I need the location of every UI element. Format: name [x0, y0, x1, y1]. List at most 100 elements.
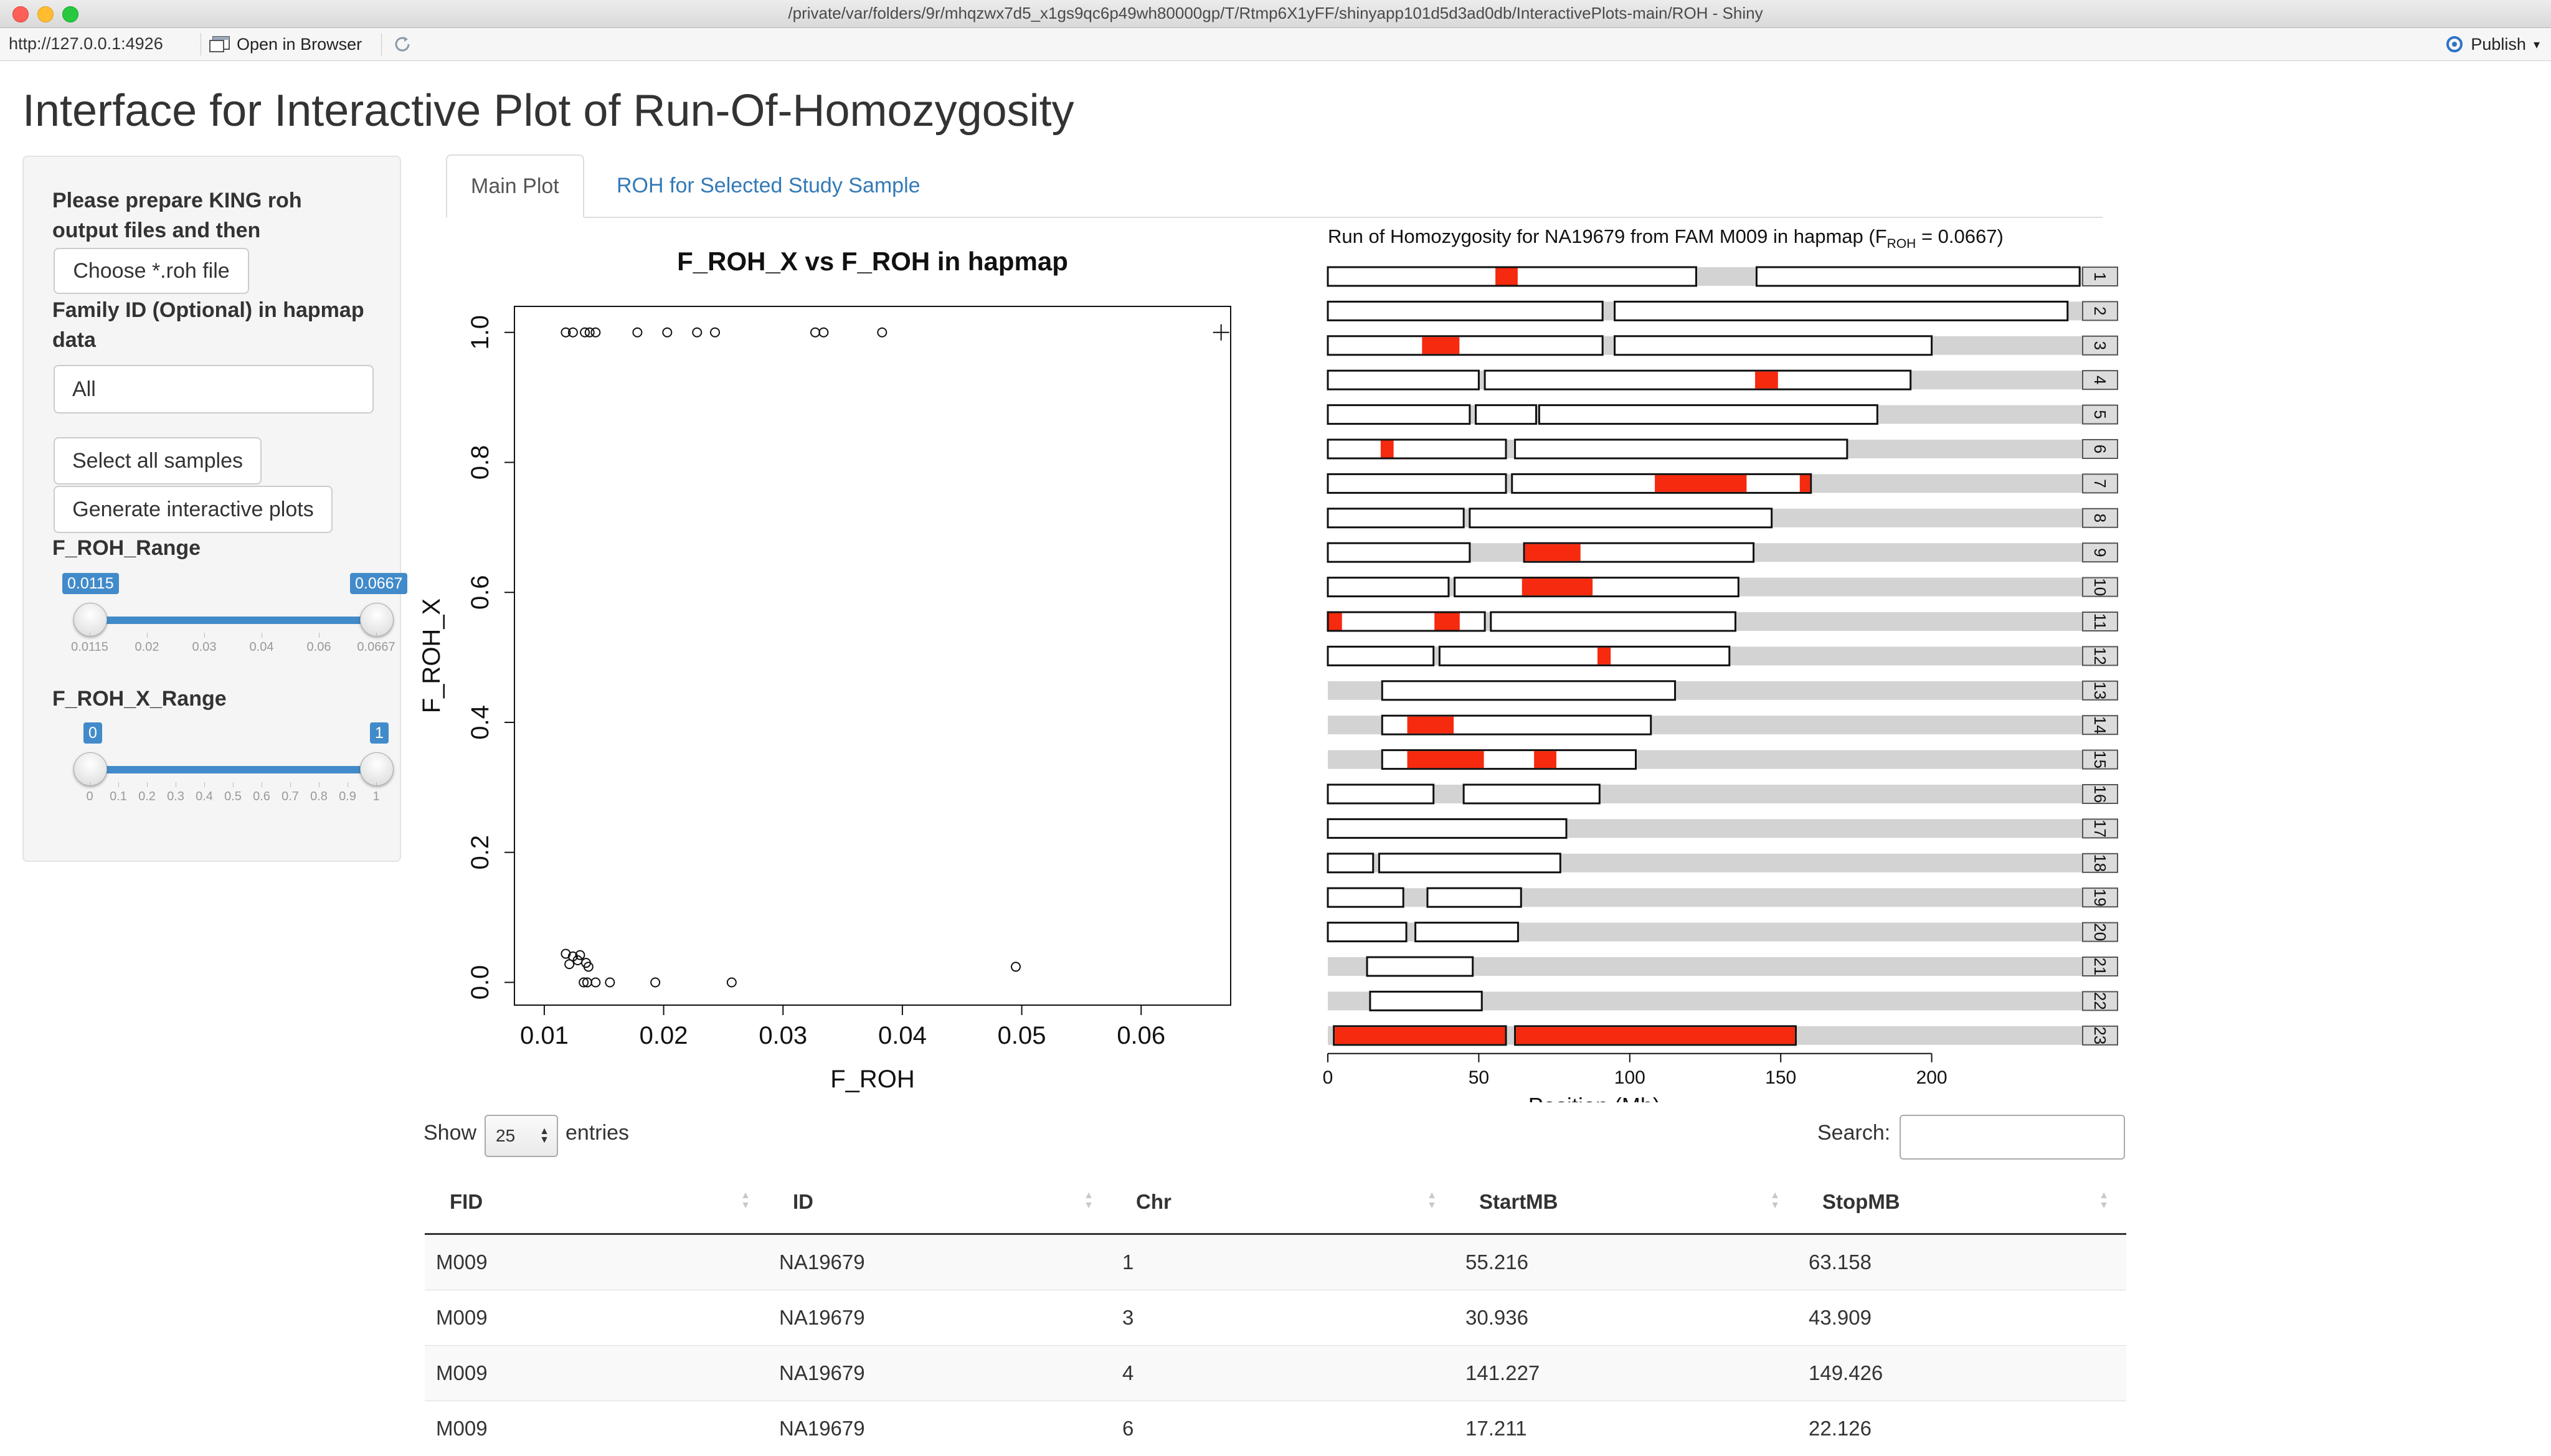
generate-plots-button[interactable]: Generate interactive plots — [54, 486, 333, 533]
table-row[interactable]: M009 NA19679 1 55.216 63.158 — [425, 1234, 2126, 1290]
froh-min-handle[interactable] — [73, 603, 107, 636]
slider-tick-label: 0.04 — [250, 640, 274, 655]
roh-segment — [1522, 579, 1593, 595]
column-header-stopmb[interactable]: StopMB▲▼ — [1797, 1171, 2126, 1234]
scatter-point — [663, 328, 671, 337]
sort-icon: ▲▼ — [1427, 1191, 1437, 1211]
slider-tick-label: 0.06 — [307, 640, 331, 655]
column-header-label: StopMB — [1822, 1190, 1900, 1213]
slider-tick-label: 0.7 — [282, 790, 299, 804]
tab-roh-selected-sample[interactable]: ROH for Selected Study Sample — [593, 154, 944, 217]
chromosome-label: 12 — [2091, 647, 2109, 665]
chromosome-label: 17 — [2091, 820, 2109, 838]
choose-file-button[interactable]: Choose *.roh file — [54, 248, 249, 294]
table-row[interactable]: M009 NA19679 3 30.936 43.909 — [425, 1290, 2126, 1346]
slider-tick-label: 0.8 — [310, 790, 328, 804]
x-tick-label: 50 — [1469, 1067, 1489, 1088]
chromosome-label: 2 — [2091, 306, 2109, 315]
family-id-label-line1: Family ID (Optional) in hapmap — [52, 298, 364, 322]
roh-segment — [1335, 1027, 1505, 1044]
table-search-input[interactable] — [1900, 1115, 2125, 1160]
slider-tick-label: 0.5 — [224, 790, 242, 804]
chromosome-segment — [1328, 543, 1470, 562]
froh-min-badge: 0.0115 — [62, 573, 119, 594]
froh-max-handle[interactable] — [360, 603, 394, 636]
cell-id: NA19679 — [768, 1234, 1111, 1290]
chromosome-segment — [1615, 336, 1932, 355]
x-tick-label: 0 — [1323, 1067, 1333, 1088]
chromosome-segment — [1756, 267, 2080, 286]
family-id-input[interactable] — [54, 365, 374, 414]
roh-plot-title: Run of Homozygosity for NA19679 from FAM… — [1328, 225, 2004, 251]
chromosome-label: 14 — [2091, 716, 2109, 734]
column-header-id[interactable]: ID▲▼ — [768, 1171, 1111, 1234]
cell-chr: 6 — [1111, 1401, 1454, 1456]
slider-tick-mark — [376, 633, 377, 638]
roh-segment — [1434, 613, 1460, 630]
chromosome-label: 6 — [2091, 445, 2109, 453]
chromosome-segment — [1328, 371, 1479, 389]
roh-segment — [1408, 717, 1454, 734]
url-label: http://127.0.0.1:4926 — [9, 34, 163, 54]
publish-button[interactable]: Publish ▾ — [2443, 33, 2540, 55]
select-all-samples-button[interactable]: Select all samples — [54, 437, 262, 485]
tab-main-plot[interactable]: Main Plot — [446, 154, 584, 218]
chromosome-segment — [1328, 440, 1506, 458]
scatter-point — [651, 978, 660, 986]
scatter-point — [565, 960, 574, 968]
scatter-point — [633, 328, 641, 337]
chromosome-segment — [1464, 785, 1599, 803]
open-in-browser-button[interactable]: Open in Browser — [209, 33, 362, 55]
page-length-value: 25 — [496, 1126, 515, 1145]
chromosome-label: 22 — [2091, 992, 2109, 1010]
slider-tick-label: 0.4 — [196, 790, 213, 804]
roh-segment — [1329, 613, 1342, 630]
frohx-max-handle[interactable] — [360, 752, 394, 786]
slider-tick-label: 0.0115 — [71, 640, 108, 655]
x-tick-label: 0.04 — [878, 1022, 927, 1049]
slider-tick-mark — [204, 782, 205, 787]
column-header-chr[interactable]: Chr▲▼ — [1111, 1171, 1454, 1234]
chromosome-label: 16 — [2091, 785, 2109, 803]
sort-icon: ▲▼ — [1770, 1191, 1780, 1211]
column-header-fid[interactable]: FID▲▼ — [425, 1171, 768, 1234]
open-in-browser-label: Open in Browser — [237, 35, 362, 54]
chromosome-segment — [1439, 646, 1729, 665]
publish-icon — [2443, 35, 2466, 54]
scatter-point — [591, 328, 600, 337]
chromosome-segment — [1328, 474, 1506, 493]
page-length-select[interactable]: 25 ▲▼ — [485, 1115, 558, 1157]
cell-id: NA19679 — [768, 1290, 1111, 1346]
x-tick-label: 100 — [1614, 1067, 1645, 1088]
table-row[interactable]: M009 NA19679 6 17.211 22.126 — [425, 1401, 2126, 1456]
roh-chromosome-plot: Run of Homozygosity for NA19679 from FAM… — [1308, 218, 2142, 1102]
slider-tick-label: 0.6 — [253, 790, 270, 804]
chromosome-label: 20 — [2091, 923, 2109, 941]
roh-data-table: FID▲▼ ID▲▼ Chr▲▼ StartMB▲▼ StopMB▲▼ M009… — [425, 1171, 2126, 1456]
x-tick-label: 0.01 — [520, 1022, 569, 1049]
chromosome-segment — [1328, 923, 1406, 942]
column-header-startmb[interactable]: StartMB▲▼ — [1454, 1171, 1797, 1234]
y-tick-label: 0.0 — [466, 965, 494, 1000]
cell-chr: 4 — [1111, 1346, 1454, 1401]
frohx-min-handle[interactable] — [73, 752, 107, 786]
chromosome-segment — [1382, 681, 1675, 700]
roh-segment — [1755, 372, 1778, 389]
refresh-button[interactable] — [391, 33, 414, 59]
slider-tick-label: 0 — [86, 790, 93, 804]
y-tick-label: 0.4 — [466, 705, 494, 740]
frohx-min-badge: 0 — [83, 722, 102, 744]
slider-tick-mark — [290, 782, 291, 787]
froh-max-badge: 0.0667 — [350, 573, 407, 594]
chromosome-segment — [1328, 888, 1403, 907]
y-tick-label: 0.8 — [466, 445, 494, 480]
table-row[interactable]: M009 NA19679 4 141.227 149.426 — [425, 1346, 2126, 1401]
chromosome-label: 4 — [2091, 376, 2109, 384]
cell-stopmb: 63.158 — [1797, 1234, 2126, 1290]
search-label: Search: — [1817, 1121, 1890, 1145]
y-tick-label: 0.2 — [466, 835, 494, 870]
x-tick-label: 200 — [1916, 1067, 1948, 1088]
